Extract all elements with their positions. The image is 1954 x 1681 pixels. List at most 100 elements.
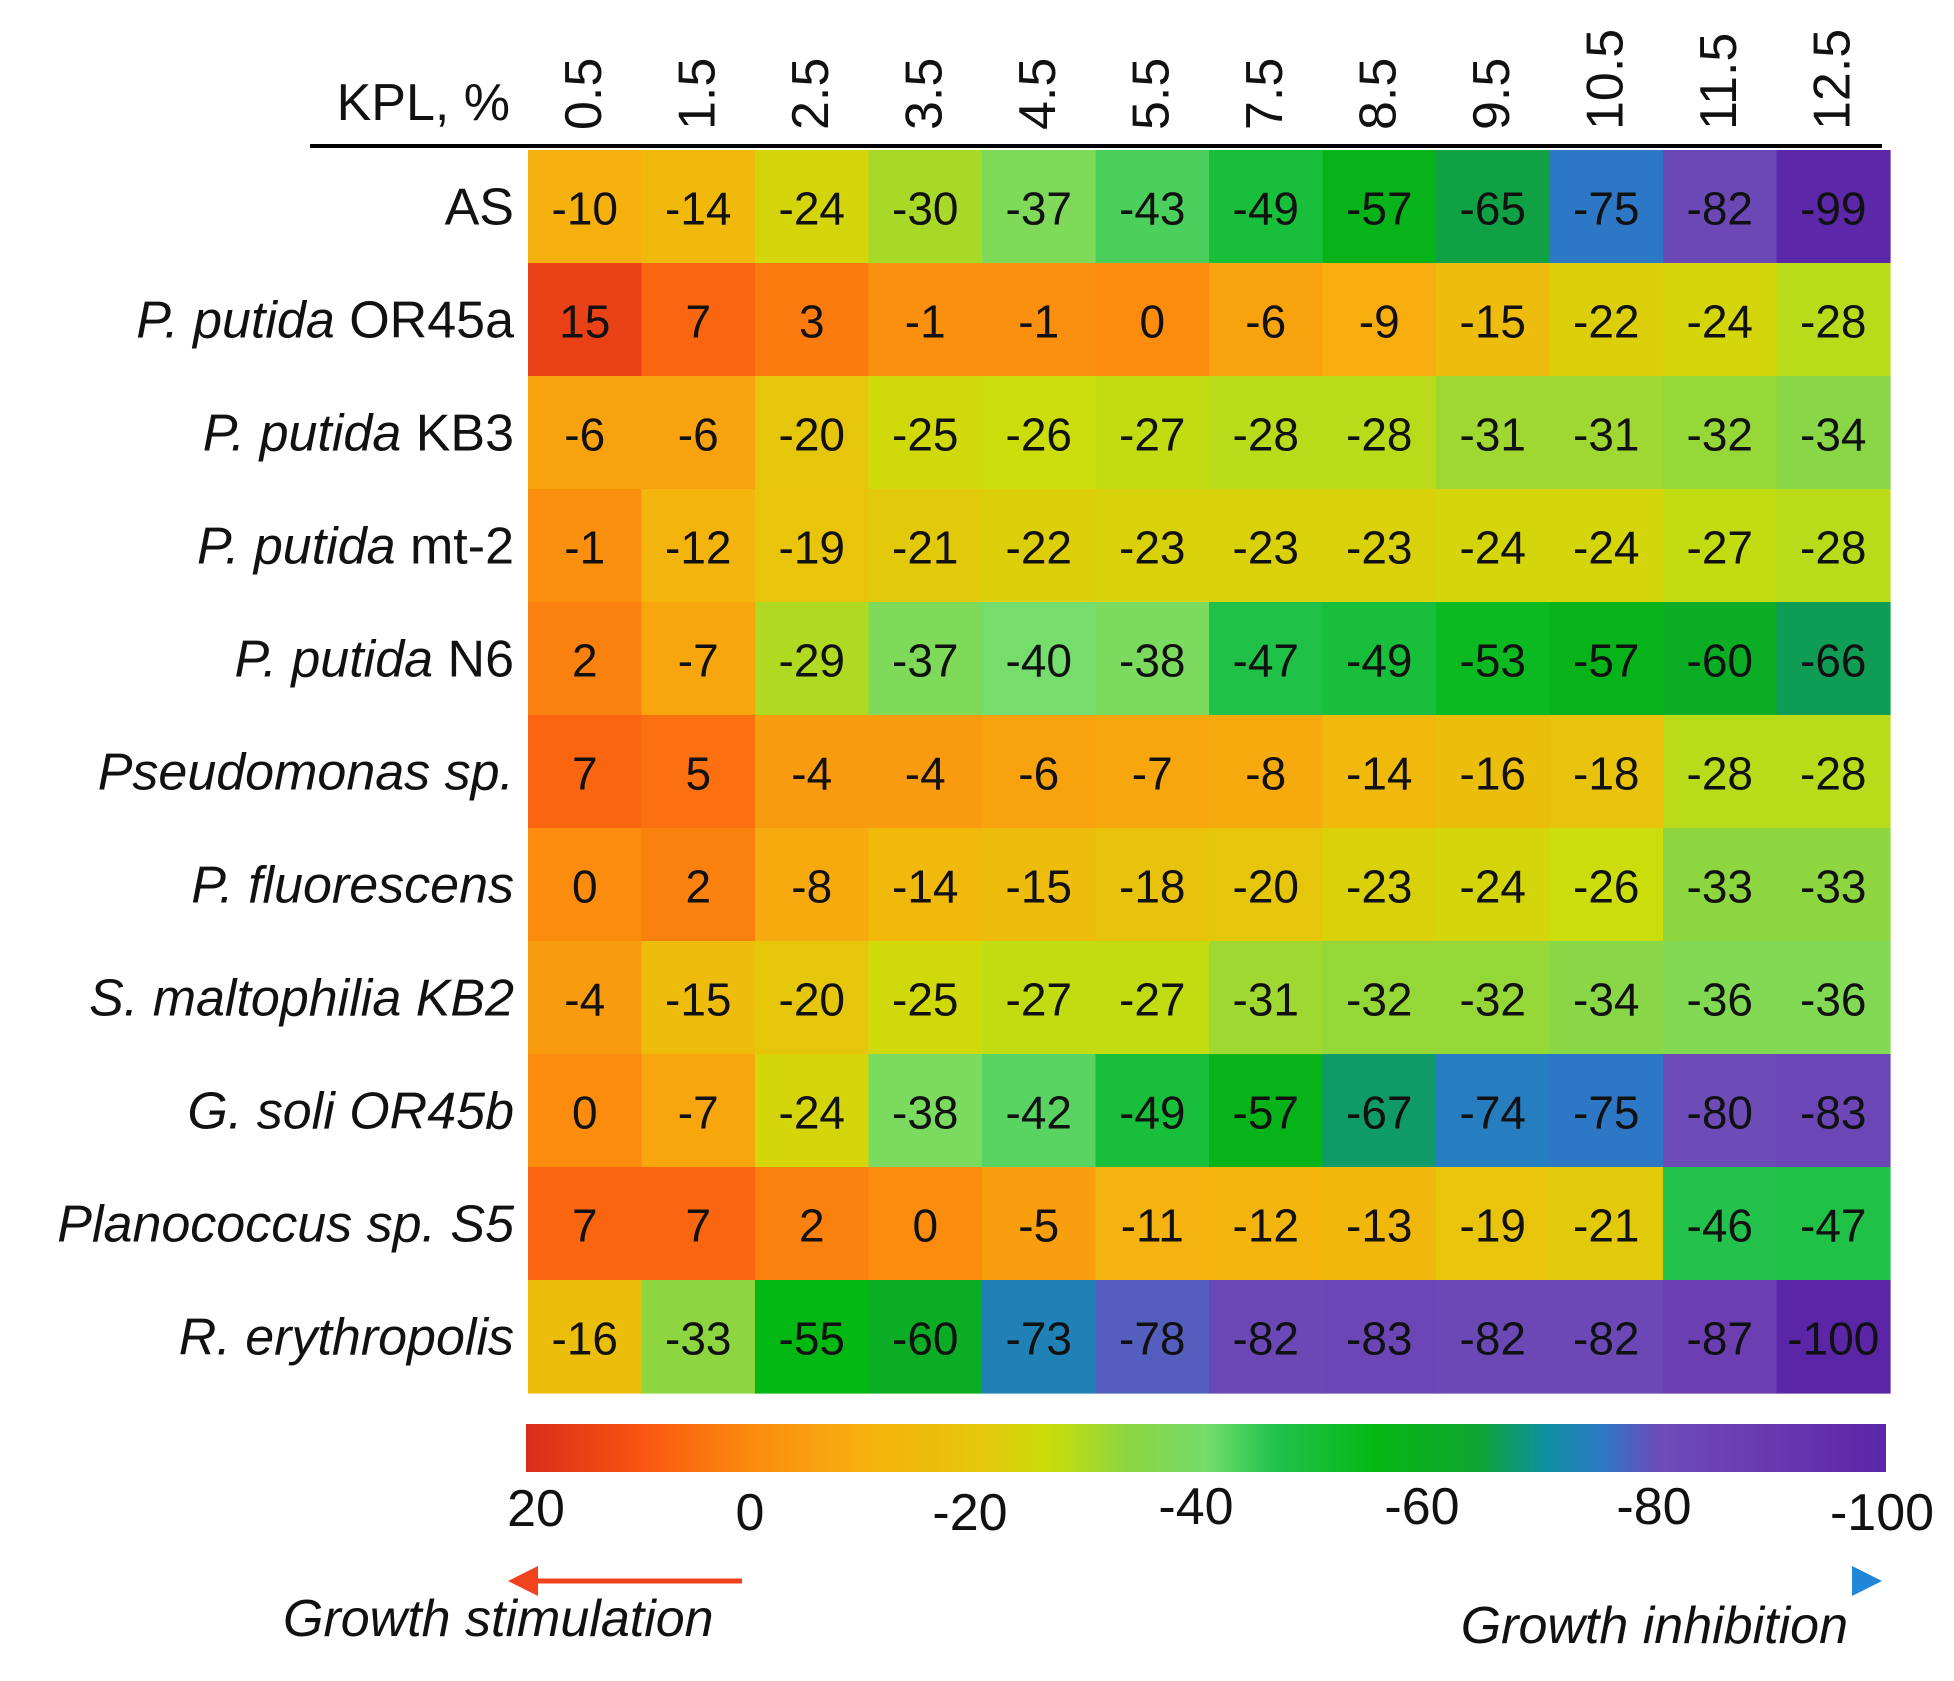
heatmap-cell	[641, 489, 756, 603]
cell-value-label: -14	[1346, 748, 1412, 800]
cell-value-label: -28	[1233, 409, 1299, 461]
cell-value-label: -23	[1346, 522, 1412, 574]
growth-stimulation-label: Growth stimulation	[283, 1590, 714, 1648]
row-label: P. fluorescens	[191, 857, 514, 915]
cell-value-label: -33	[1687, 861, 1753, 913]
heatmap-cell	[1663, 1280, 1778, 1394]
heatmap-cell	[1209, 1167, 1324, 1281]
cell-value-label: -66	[1800, 635, 1866, 687]
cell-value-label: -20	[1233, 861, 1299, 913]
heatmap-cell	[1776, 489, 1891, 603]
heatmap-cell	[1209, 941, 1324, 1055]
cell-value-label: -99	[1800, 183, 1866, 235]
heatmap-cell	[1663, 1054, 1778, 1168]
cell-value-label: 7	[685, 296, 711, 348]
heatmap-cell	[868, 828, 983, 942]
heatmap-cell	[1322, 263, 1437, 377]
cell-value-label: -29	[779, 635, 845, 687]
cell-value-label: -28	[1687, 748, 1753, 800]
heatmap-cell	[755, 489, 870, 603]
heatmap-cell	[1209, 376, 1324, 490]
cell-value-label: -28	[1346, 409, 1412, 461]
heatmap-cell	[1549, 1054, 1664, 1168]
cell-value-label: -27	[1006, 974, 1072, 1026]
heatmap-cell	[1549, 602, 1664, 716]
cell-value-label: -82	[1460, 1313, 1526, 1365]
cell-value-label: -25	[892, 974, 958, 1026]
heatmap-cell	[1095, 1280, 1210, 1394]
column-header: KPL, % 0.5 1.5 2.5 3.5 4.5 5.5 7.5 8.5 9.5 10.5 11…	[310, 29, 1882, 148]
cell-value-label: -53	[1460, 635, 1526, 687]
row-label: R. erythropolis	[179, 1309, 514, 1367]
heatmap-cell	[1549, 941, 1664, 1055]
cell-value-label: -30	[892, 183, 958, 235]
cell-value-label: -9	[1359, 296, 1400, 348]
heatmap-cell	[1209, 489, 1324, 603]
cell-value-label: 2	[685, 861, 711, 913]
heatmap-cell	[1776, 602, 1891, 716]
heatmap-cell	[868, 1167, 983, 1281]
cell-value-label: -57	[1573, 635, 1639, 687]
cell-value-label: -43	[1119, 183, 1185, 235]
colorbar-tick-label: 0	[736, 1484, 765, 1542]
cell-value-label: -16	[1460, 748, 1526, 800]
cell-value-label: -37	[1006, 183, 1072, 235]
column-label: 2.5	[782, 58, 840, 130]
colorbar-tick-label: -60	[1384, 1478, 1459, 1536]
heatmap-cell	[755, 715, 870, 829]
cell-value-label: -83	[1346, 1313, 1412, 1365]
heatmap-cell	[755, 263, 870, 377]
cell-value-label: -24	[1687, 296, 1753, 348]
heatmap-cell	[755, 941, 870, 1055]
heatmap-cell	[528, 263, 643, 377]
cell-value-label: -82	[1687, 183, 1753, 235]
cell-value-label: -31	[1460, 409, 1526, 461]
cell-value-label: -14	[665, 183, 731, 235]
heatmap-cell	[641, 263, 756, 377]
heatmap-cell	[1776, 715, 1891, 829]
heatmap-cell	[1436, 376, 1551, 490]
heatmap-cell	[982, 602, 1097, 716]
heatmap-cell	[1209, 263, 1324, 377]
cell-value-label: -57	[1233, 1087, 1299, 1139]
heatmap-cell	[1776, 1280, 1891, 1394]
cell-value-label: -83	[1800, 1087, 1866, 1139]
cell-value-label: -24	[1460, 861, 1526, 913]
heatmap-cell	[1663, 828, 1778, 942]
heatmap-cell	[641, 828, 756, 942]
cell-value-label: 2	[799, 1200, 825, 1252]
cell-value-label: -55	[779, 1313, 845, 1365]
column-label: 7.5	[1236, 58, 1294, 130]
colorbar-bar	[526, 1424, 1886, 1472]
cell-value-label: -23	[1233, 522, 1299, 574]
heatmap-cell	[641, 376, 756, 490]
column-label: 8.5	[1349, 58, 1407, 130]
heatmap-cell	[1776, 828, 1891, 942]
cell-value-label: -82	[1233, 1313, 1299, 1365]
heatmap-cell	[641, 1280, 756, 1394]
cell-value-label: -18	[1119, 861, 1185, 913]
cell-value-label: -15	[665, 974, 731, 1026]
heatmap-cell	[755, 602, 870, 716]
cell-value-label: -46	[1687, 1200, 1753, 1252]
growth-arrows: Growth stimulation Growth inhibition	[283, 1566, 1882, 1655]
heatmap-cell	[528, 828, 643, 942]
cell-value-label: -40	[1006, 635, 1072, 687]
heatmap-cell	[1436, 489, 1551, 603]
cell-value-label: -19	[1460, 1200, 1526, 1252]
column-label: 12.5	[1803, 29, 1861, 130]
cell-value-label: -26	[1573, 861, 1639, 913]
heatmap-cell	[1322, 1167, 1437, 1281]
heatmap-cell	[755, 1280, 870, 1394]
heatmap-cell	[1549, 715, 1664, 829]
heatmap-cell	[982, 715, 1097, 829]
cell-value-label: -75	[1573, 183, 1639, 235]
heatmap-cell	[1322, 489, 1437, 603]
heatmap-cell	[1436, 1167, 1551, 1281]
cell-value-label: -12	[665, 522, 731, 574]
heatmap-cell	[1776, 1167, 1891, 1281]
heatmap-cell	[982, 489, 1097, 603]
colorbar-tick-label: -20	[932, 1484, 1007, 1542]
